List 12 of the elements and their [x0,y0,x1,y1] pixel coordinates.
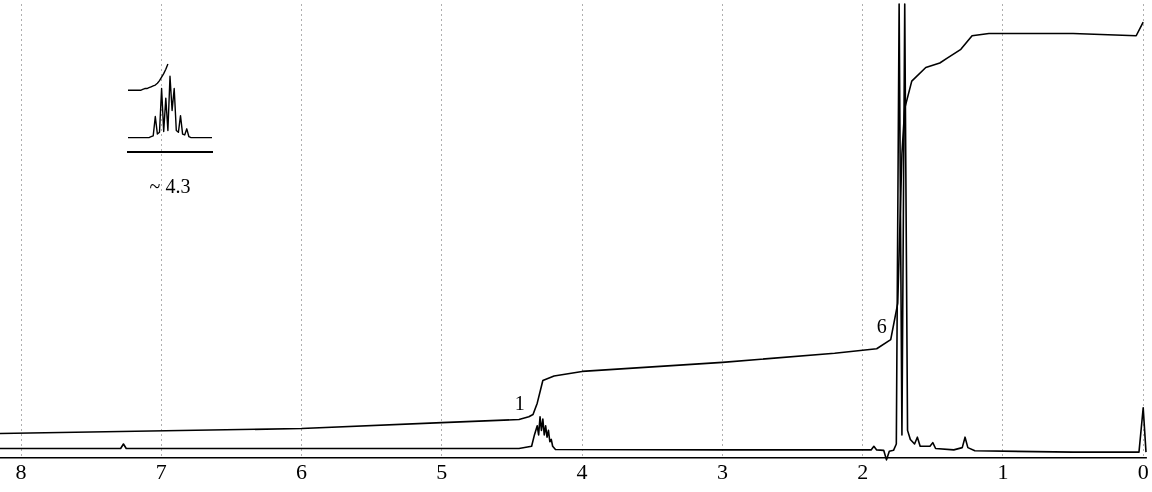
x-tick-label: 2 [857,458,869,484]
x-tick-label: 6 [296,458,308,484]
x-tick-label: 8 [15,458,27,484]
annotation: 6 [876,314,887,337]
x-tick-label: 0 [1137,458,1149,484]
x-tick-label: 4 [576,458,588,484]
x-tick-label: 3 [716,458,728,484]
x-tick-label: 7 [155,458,167,484]
x-tick-label: 1 [997,458,1009,484]
x-axis-title: ~ 4.3 [149,175,191,198]
annotation: 1 [514,392,525,415]
x-tick-label: 5 [436,458,448,484]
